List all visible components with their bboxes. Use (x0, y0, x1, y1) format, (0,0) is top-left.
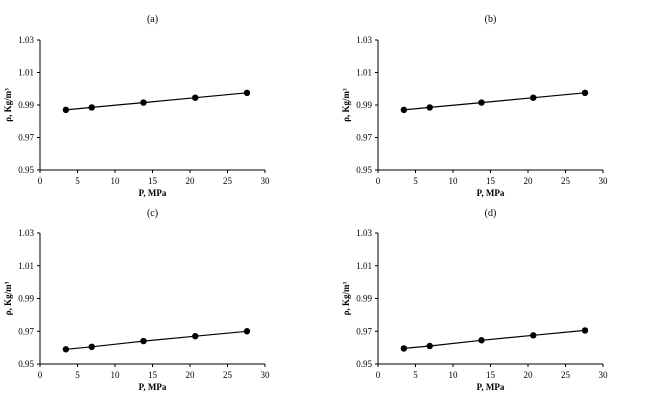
chart-title: (c) (147, 208, 158, 219)
x-tick-label: 0 (376, 370, 381, 380)
x-tick-label: 5 (75, 370, 80, 380)
chart-title: (b) (485, 14, 497, 25)
y-tick-label: 1.03 (356, 35, 372, 45)
x-axis-label: P, MPa (139, 382, 167, 392)
y-tick-label: 0.99 (18, 294, 34, 304)
x-tick-label: 20 (186, 370, 196, 380)
x-tick-label: 0 (376, 176, 381, 186)
data-point (140, 337, 147, 345)
chart-title: (a) (147, 14, 158, 25)
y-tick-label: 0.97 (18, 326, 34, 336)
data-point (478, 337, 485, 344)
x-tick-label: 25 (561, 176, 571, 186)
x-tick-label: 5 (75, 176, 80, 186)
x-tick-label: 15 (148, 176, 158, 186)
data-point (400, 106, 408, 114)
x-tick-label: 5 (413, 176, 418, 186)
y-axis-label: ρ, Kg/m³ (341, 281, 351, 315)
y-tick-label: 1.01 (356, 68, 372, 78)
data-point (192, 332, 199, 340)
x-axis-label: P, MPa (477, 382, 505, 392)
x-tick-label: 20 (186, 176, 196, 186)
y-tick-label: 0.95 (356, 165, 372, 175)
x-tick-label: 10 (111, 370, 121, 380)
x-axis-label: P, MPa (139, 188, 167, 198)
data-point (478, 99, 485, 106)
x-tick-label: 25 (223, 370, 233, 380)
x-tick-label: 20 (524, 176, 534, 186)
x-tick-label: 25 (223, 176, 233, 186)
x-tick-label: 5 (413, 370, 418, 380)
x-tick-label: 20 (524, 370, 534, 380)
data-point (88, 343, 95, 351)
x-tick-label: 30 (599, 176, 609, 186)
data-point (140, 99, 147, 106)
y-axis-label: ρ, Kg/m³ (3, 281, 13, 315)
x-tick-label: 0 (38, 370, 43, 380)
chart-panel-a: (a) 0 5 10 15 20 25 30 0.95 0.97 0.99 1.01 1.03 P, MP… (3, 14, 270, 198)
chart-title: (d) (485, 208, 497, 219)
data-point (426, 342, 433, 350)
chart-panel-b: (b) 0 5 10 15 20 25 30 0.95 0.97 0.99 1.01 1.03 P, MP… (341, 14, 608, 198)
x-tick-label: 30 (261, 370, 271, 380)
data-point (88, 104, 95, 111)
y-tick-label: 1.03 (18, 228, 34, 238)
x-tick-label: 15 (148, 370, 158, 380)
x-tick-label: 30 (261, 176, 271, 186)
y-tick-label: 0.95 (356, 359, 372, 369)
x-tick-label: 10 (449, 370, 459, 380)
y-tick-label: 0.95 (18, 165, 34, 175)
y-tick-label: 0.97 (18, 133, 34, 143)
y-tick-label: 1.03 (18, 35, 34, 45)
y-tick-label: 1.01 (356, 261, 372, 271)
data-point (243, 89, 251, 97)
x-tick-label: 30 (599, 370, 609, 380)
y-tick-label: 0.99 (356, 100, 372, 110)
y-tick-label: 0.97 (356, 133, 372, 143)
y-axis-label: ρ, Kg/m³ (341, 88, 351, 122)
x-tick-label: 10 (111, 176, 121, 186)
y-tick-label: 1.01 (18, 68, 34, 78)
x-tick-label: 15 (486, 370, 496, 380)
y-tick-label: 0.95 (18, 359, 34, 369)
y-tick-label: 0.97 (356, 326, 372, 336)
y-tick-label: 0.99 (18, 100, 34, 110)
data-point (530, 332, 537, 339)
chart-panel-d: (d) 0 5 10 15 20 25 30 0.95 0.97 0.99 1.01 1.03 P, MP… (341, 208, 608, 392)
y-tick-label: 0.99 (356, 294, 372, 304)
y-tick-label: 1.03 (356, 228, 372, 238)
data-point (530, 94, 537, 101)
x-tick-label: 25 (561, 370, 571, 380)
x-tick-label: 0 (38, 176, 43, 186)
y-axis-label: ρ, Kg/m³ (3, 88, 13, 122)
data-point (243, 328, 251, 335)
data-point (62, 346, 70, 353)
data-point (581, 327, 589, 334)
chart-panel-c: (c) 0 5 10 15 20 25 30 0.95 0.97 0.99 1.01 1.03 P, MP… (3, 208, 270, 392)
y-tick-label: 1.01 (18, 261, 34, 271)
data-point (581, 89, 589, 97)
data-point (426, 104, 433, 111)
data-point (192, 94, 199, 101)
x-axis-label: P, MPa (477, 188, 505, 198)
data-point (62, 106, 70, 114)
data-point (400, 345, 408, 352)
x-tick-label: 10 (449, 176, 459, 186)
x-tick-label: 15 (486, 176, 496, 186)
